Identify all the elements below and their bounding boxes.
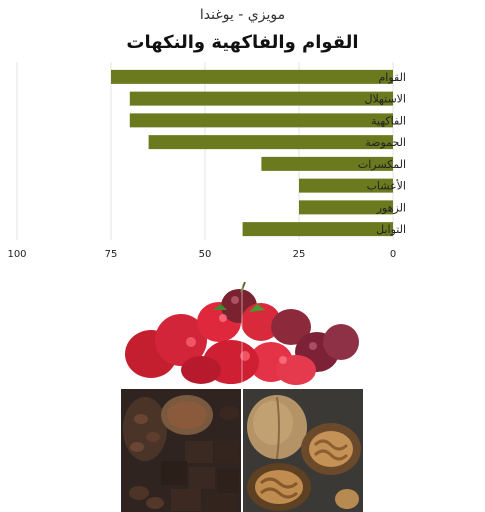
bar-chart: 100 75 50 25 0 القوام الاستهلال الفاكهية الحموضة…: [7, 62, 407, 260]
bar: [129, 91, 394, 106]
chart-title: القوام والفاكهية والنكهات: [126, 32, 359, 53]
chart-subtitle: مويزي - يوغندا: [199, 7, 286, 23]
y-category-label: الأعشاب: [367, 179, 406, 193]
y-category-label: الحموضة: [365, 136, 406, 149]
bar: [111, 69, 393, 84]
bar: [261, 156, 393, 171]
x-tick-label: 100: [7, 249, 26, 260]
bar: [242, 222, 393, 237]
bar: [148, 135, 393, 150]
x-tick-label: 50: [199, 249, 212, 260]
y-category-label: الاستهلال: [365, 93, 407, 106]
y-category-label: المكسرات: [358, 158, 406, 171]
x-tick-label: 25: [293, 249, 306, 260]
bar: [299, 178, 393, 193]
bar: [129, 113, 394, 128]
y-category-label: القوام: [378, 71, 406, 84]
x-tick-label: 75: [105, 249, 118, 260]
cocoa-chocolate-image: [121, 389, 241, 512]
red-fruits-image: [121, 282, 363, 387]
y-category-label: التوابل: [376, 223, 406, 236]
walnuts-image: [243, 389, 363, 512]
x-tick-label: 0: [390, 249, 396, 260]
y-category-label: الفاكهية: [371, 114, 406, 127]
y-category-label: الزهور: [376, 201, 406, 214]
bar: [299, 200, 393, 215]
